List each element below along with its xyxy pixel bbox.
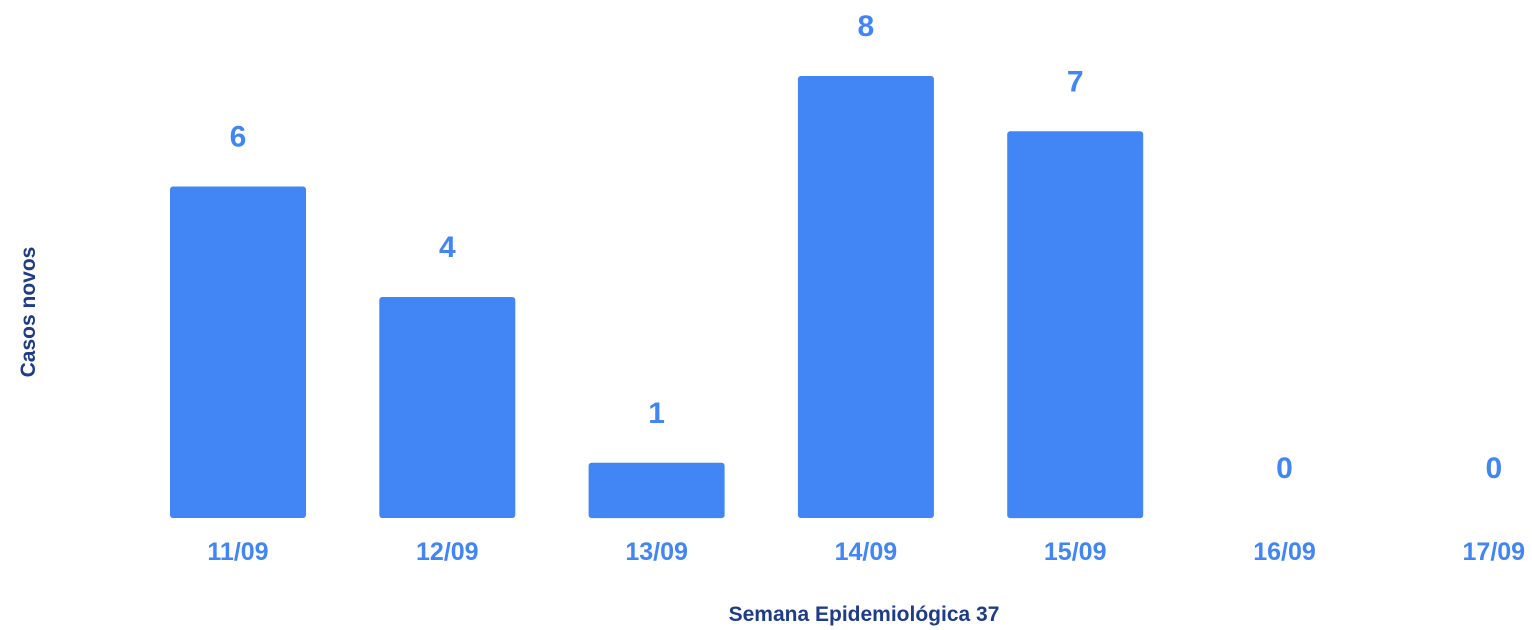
- bars-group: [170, 76, 1144, 519]
- x-tick-label-15/09: 15/09: [1044, 538, 1107, 566]
- x-tick-label-11/09: 11/09: [207, 538, 268, 566]
- x-axis-title: Semana Epidemiológica 37: [729, 603, 1000, 626]
- value-labels-group: 6 4 1 8 7 0 0: [230, 10, 1502, 485]
- x-tick-label-14/09: 14/09: [835, 538, 898, 566]
- value-label-13/09: 1: [648, 397, 665, 430]
- x-tick-label-13/09: 13/09: [625, 538, 688, 566]
- bar-15/09: [1007, 131, 1144, 519]
- y-axis-title: Casos novos: [17, 247, 40, 378]
- value-label-12/09: 4: [439, 231, 456, 264]
- bar-13/09: [588, 462, 725, 519]
- value-label-15/09: 7: [1067, 65, 1084, 98]
- x-tick-label-16/09: 16/09: [1253, 538, 1316, 566]
- x-tick-label-12/09: 12/09: [416, 538, 479, 566]
- x-tick-label-17/09: 17/09: [1463, 538, 1526, 566]
- bar-11/09: [170, 186, 306, 518]
- value-label-11/09: 6: [230, 121, 247, 154]
- value-label-17/09: 0: [1485, 452, 1502, 485]
- bar-12/09: [379, 297, 516, 518]
- value-label-16/09: 0: [1276, 452, 1293, 485]
- x-tick-labels-group: 11/09 12/09 13/09 14/09 15/09 16/09 17/09: [207, 538, 1525, 566]
- bar-14/09: [797, 76, 934, 518]
- value-label-14/09: 8: [858, 10, 875, 43]
